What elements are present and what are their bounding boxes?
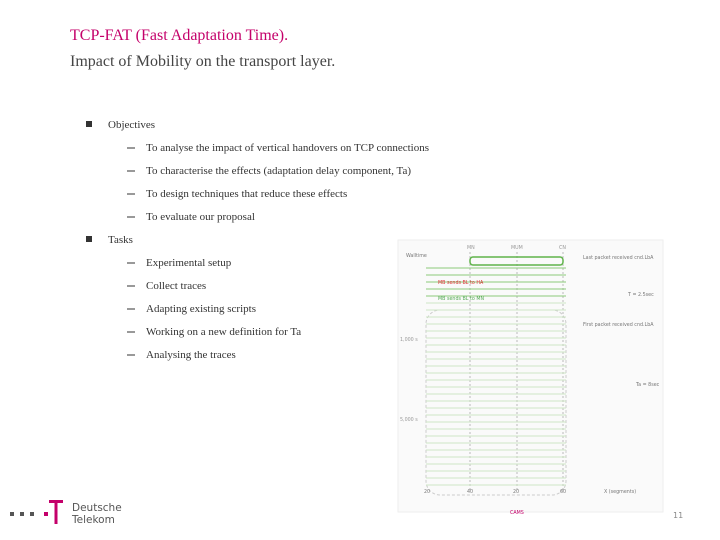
figure-label: MB sends BL to MN xyxy=(438,296,484,302)
figure-label: Walltime xyxy=(406,253,427,259)
bullet-heading: Tasks xyxy=(108,234,133,246)
figure: Walltime MN MUM CN Last packet received cnd.… xyxy=(397,239,664,516)
figure-label: 40 xyxy=(467,489,473,495)
bullet xyxy=(86,236,92,242)
figure-label: Ta = 8sec xyxy=(635,382,660,388)
bullet xyxy=(86,121,92,127)
figure-label: 60 xyxy=(560,489,566,495)
figure-label: CN xyxy=(559,245,566,251)
title: TCP-FAT (Fast Adaptation Time). xyxy=(70,27,288,44)
logo-dot xyxy=(20,512,24,516)
sub-item: To evaluate our proposal xyxy=(146,211,255,223)
sub-item: To analyse the impact of vertical handov… xyxy=(146,142,429,154)
figure-label: MN xyxy=(467,245,475,251)
figure-label: 5,000 s xyxy=(400,417,418,423)
figure-label: CAMS xyxy=(510,510,524,516)
logo-dot xyxy=(44,512,48,516)
sub-item: Analysing the traces xyxy=(146,349,236,361)
figure-label: Last packet received cnd.LbA xyxy=(583,255,654,261)
sub-item: Experimental setup xyxy=(146,257,232,269)
sub-item: To characterise the effects (adaptation … xyxy=(146,165,411,177)
figure-frame xyxy=(397,239,664,513)
bullet-heading: Objectives xyxy=(108,119,155,131)
logo: Deutsche Telekom xyxy=(10,500,122,526)
sub-item: To design techniques that reduce these e… xyxy=(146,188,347,200)
figure-label: First packet received cnd.LbA xyxy=(583,322,654,328)
sub-item: Collect traces xyxy=(146,280,206,292)
highlight xyxy=(469,256,564,266)
page-number: 11 xyxy=(673,511,683,520)
logo-text: Telekom xyxy=(71,514,115,526)
logo-dot xyxy=(30,512,34,516)
figure-label: 1,000 s xyxy=(400,337,418,343)
sub-item: Adapting existing scripts xyxy=(146,303,256,315)
logo-text: Deutsche xyxy=(72,502,122,514)
figure-label: 20 xyxy=(513,489,519,495)
figure-label: MUM xyxy=(511,245,523,251)
figure-label: T = 2.5sec xyxy=(627,292,654,298)
subtitle: Impact of Mobility on the transport laye… xyxy=(70,53,335,70)
figure-label: MB sends BL to HA xyxy=(438,280,484,286)
figure-label: X (segments) xyxy=(604,489,636,495)
logo-t xyxy=(49,500,63,524)
sub-item: Working on a new definition for Ta xyxy=(146,326,301,338)
logo-dot xyxy=(10,512,14,516)
figure-label: 20 xyxy=(424,489,430,495)
